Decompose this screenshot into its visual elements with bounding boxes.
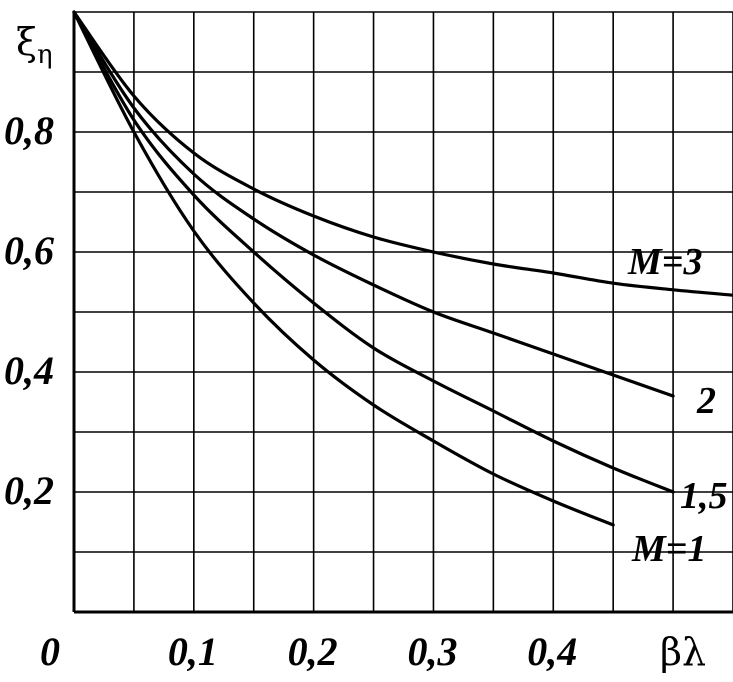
series-label-1: M=3 [627,241,702,283]
series-line-2 [72,10,675,398]
curves [72,10,733,527]
series-label-3: 1,5 [680,475,728,517]
x-tick-label: 0,1 [168,629,218,674]
x-tick-label: 0 [40,629,60,674]
y-axis-label: ξη [16,20,53,70]
y-tick-label: 0,8 [4,108,54,153]
y-tick-label: 0,4 [4,348,54,393]
series-line-3 [72,10,675,494]
x-tick-label: 0,4 [527,629,577,674]
grid [72,11,733,614]
series-line-1 [72,10,733,297]
y-axis-label-main: ξ [16,20,37,64]
x-axis-label: βλ [660,630,706,674]
x-tick-label: 0,3 [407,629,457,674]
x-tick-label: 0,2 [288,629,338,674]
y-tick-label: 0,6 [4,228,54,273]
x-tick-labels: 0 0,1 0,2 0,3 0,4 [40,629,577,674]
y-axis-label-subscript: η [37,40,53,70]
series-label-2: 2 [696,380,716,422]
y-tick-labels: 0,2 0,4 0,6 0,8 [4,108,54,513]
series-labels: M=3 2 1,5 M=1 [627,241,728,570]
y-tick-label: 0,2 [4,468,54,513]
series-line-4 [72,10,615,527]
series-label-4: M=1 [631,528,706,570]
